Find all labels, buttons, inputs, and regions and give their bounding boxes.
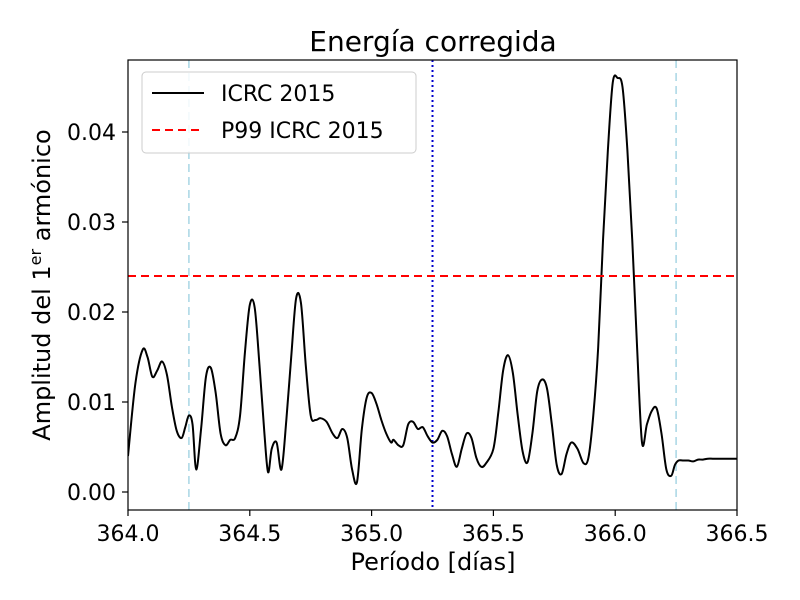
y-axis-label-suffix: armónico: [28, 129, 56, 249]
y-tick-label: 0.01: [67, 391, 116, 416]
y-axis-label: Amplitud del 1er armónico: [26, 129, 56, 440]
legend: ICRC 2015 P99 ICRC 2015: [142, 72, 416, 153]
x-tick-label: 364.0: [97, 522, 160, 547]
x-axis-label: Período [días]: [351, 548, 516, 576]
chart-title: Energía corregida: [309, 25, 556, 58]
x-tick-label: 366.0: [584, 522, 647, 547]
legend-label-p99-icrc-2015: P99 ICRC 2015: [221, 119, 384, 144]
x-tick-label: 365.5: [462, 522, 525, 547]
y-tick-label: 0.02: [67, 301, 116, 326]
y-tick-label: 0.03: [67, 211, 116, 236]
y-axis-label-main: Amplitud del 1: [28, 265, 56, 440]
y-axis-label-superscript: er: [26, 248, 45, 265]
x-tick-label: 366.5: [706, 522, 769, 547]
y-tick-label: 0.00: [67, 481, 116, 506]
x-tick-label: 365.0: [340, 522, 403, 547]
y-tick-label: 0.04: [67, 121, 116, 146]
legend-label-icrc-2015: ICRC 2015: [221, 82, 335, 107]
x-tick-label: 364.5: [218, 522, 281, 547]
